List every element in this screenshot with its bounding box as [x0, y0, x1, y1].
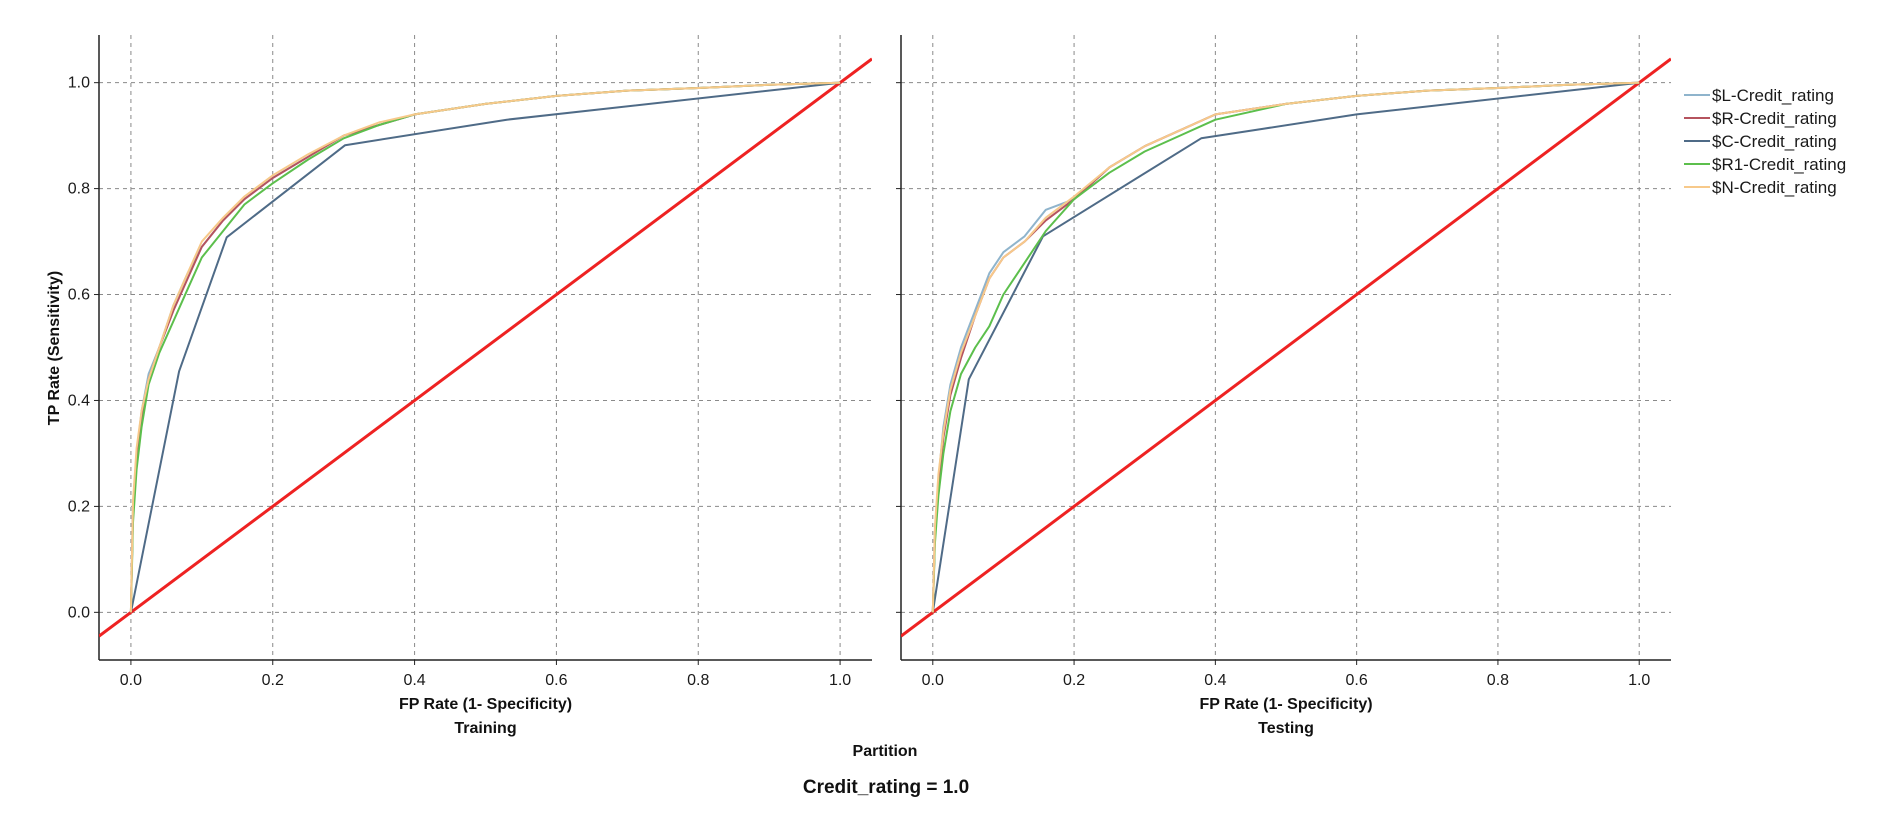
x-tick-label: 1.0	[829, 672, 851, 689]
legend: $L-Credit_rating $R-Credit_rating $C-Credi…	[1684, 86, 1846, 197]
legend-item: $C-Credit_rating	[1684, 132, 1837, 151]
x-tick-label: 0.4	[403, 672, 425, 689]
y-tick-label: 0.6	[68, 287, 90, 304]
legend-item: $R1-Credit_rating	[1684, 155, 1846, 174]
x-tick-label: 0.0	[922, 672, 944, 689]
legend-item: $R-Credit_rating	[1684, 109, 1837, 128]
reference-diagonal	[99, 57, 872, 638]
legend-label: $C-Credit_rating	[1712, 132, 1837, 151]
series-line--c-credit-rating	[931, 81, 1640, 613]
y-tick-label: 1.0	[68, 75, 90, 92]
panel-title: Training	[454, 720, 516, 737]
x-tick-label: 1.0	[1628, 672, 1650, 689]
reference-diagonal	[901, 57, 1671, 638]
x-tick-label: 0.4	[1204, 672, 1226, 689]
panel-title: Testing	[1258, 720, 1314, 737]
partition-label: Partition	[853, 743, 918, 760]
x-axis-label: FP Rate (1- Specificity)	[1199, 696, 1372, 713]
panel-training: 0.0 0.2 0.4 0.6 0.8 1.0 0.0 0.2 0.4 0.6 0.8 1.0 FP R…	[68, 35, 872, 737]
y-tick-label: 0.2	[68, 498, 90, 515]
x-axis-label: FP Rate (1- Specificity)	[399, 696, 572, 713]
series-line--n-credit-rating	[931, 81, 1640, 613]
legend-label: $L-Credit_rating	[1712, 86, 1834, 105]
x-tick-label: 0.2	[1063, 672, 1085, 689]
y-tick-label: 0.4	[68, 392, 90, 409]
y-tick-label: 0.0	[68, 604, 90, 621]
x-tick-label: 0.0	[120, 672, 142, 689]
x-tick-label: 0.6	[545, 672, 567, 689]
x-tick-label: 0.8	[687, 672, 709, 689]
legend-label: $N-Credit_rating	[1712, 178, 1837, 197]
footer-title: Credit_rating = 1.0	[803, 777, 969, 798]
chart-panels: 0.0 0.2 0.4 0.6 0.8 1.0 0.0 0.2 0.4 0.6 0.8 1.0 FP R…	[68, 35, 1671, 737]
series-line--n-credit-rating	[129, 81, 841, 613]
panel-testing: 0.0 0.2 0.4 0.6 0.8 1.0 FP Rate (1- Specificit…	[896, 35, 1671, 737]
legend-label: $R-Credit_rating	[1712, 109, 1837, 128]
y-axis-label: TP Rate (Sensitivity)	[46, 271, 63, 425]
legend-item: $N-Credit_rating	[1684, 178, 1837, 197]
series-line--c-credit-rating	[129, 81, 841, 613]
x-tick-label: 0.2	[262, 672, 284, 689]
y-tick-label: 0.8	[68, 181, 90, 198]
legend-item: $L-Credit_rating	[1684, 86, 1834, 105]
legend-label: $R1-Credit_rating	[1712, 155, 1846, 174]
x-tick-label: 0.6	[1346, 672, 1368, 689]
x-tick-label: 0.8	[1487, 672, 1509, 689]
